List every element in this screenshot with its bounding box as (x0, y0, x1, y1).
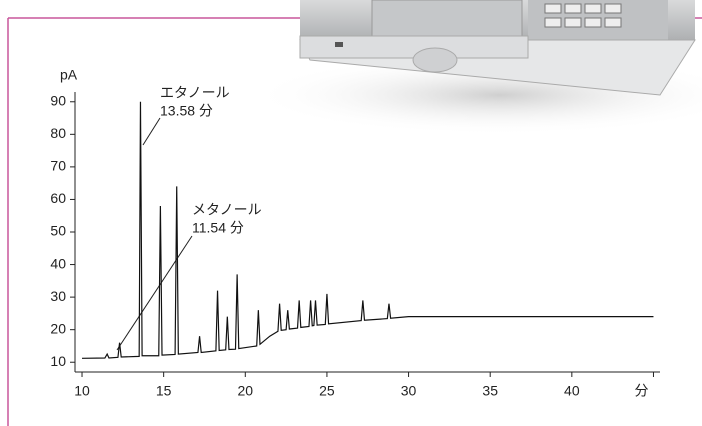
x-tick-label: 40 (564, 383, 580, 399)
y-tick-label: 70 (50, 158, 66, 174)
chromatogram-line (82, 101, 654, 359)
y-tick-label: 90 (50, 92, 66, 108)
x-tick-label: 10 (74, 383, 90, 399)
y-tick-label: 10 (50, 353, 66, 369)
instrument-photo (250, 0, 702, 135)
leader-lines (116, 117, 193, 351)
y-axis-label: pA (60, 67, 78, 83)
y-tick-label: 20 (50, 320, 66, 336)
annotation-time: 11.54 分 (192, 220, 244, 236)
annotation-time: 13.58 分 (160, 103, 213, 119)
annotation-name: メタノール (192, 202, 262, 218)
x-tick-label: 35 (482, 383, 498, 399)
y-tick-label: 50 (50, 223, 66, 239)
y-tick-label: 40 (50, 255, 66, 271)
x-tick-label: 分 (634, 383, 648, 399)
x-tick-label: 25 (319, 383, 335, 399)
x-tick-label: 15 (156, 383, 172, 399)
y-tick-label: 30 (50, 288, 66, 304)
x-tick-label: 20 (238, 383, 254, 399)
annotation-name: エタノール (160, 85, 230, 101)
x-tick-label: 30 (401, 383, 417, 399)
y-tick-label: 80 (50, 125, 66, 141)
y-tick-label: 60 (50, 190, 66, 206)
